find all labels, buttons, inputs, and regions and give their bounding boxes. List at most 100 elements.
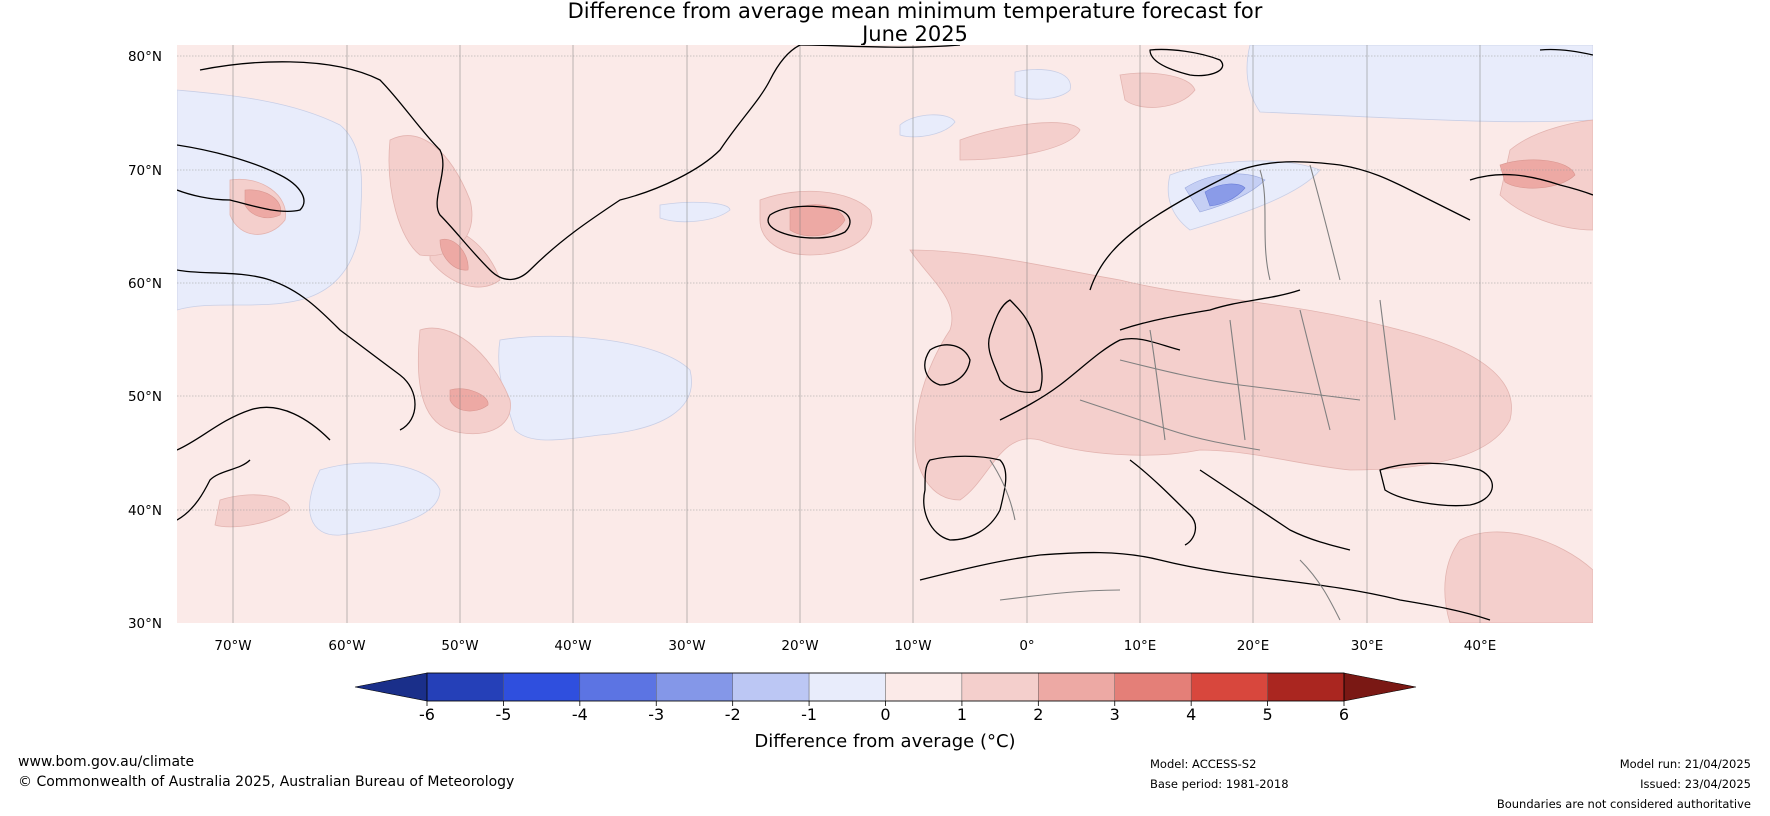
- lon-label: 0°: [1019, 638, 1034, 654]
- colorbar-segment: [503, 672, 581, 702]
- colorbar-tick-label: -1: [801, 705, 817, 724]
- warm-anomaly-region: [1444, 531, 1593, 623]
- coastlines: [177, 45, 1593, 621]
- border-line: [1309, 164, 1341, 281]
- ireland-coast: [924, 344, 971, 386]
- border-line: [989, 459, 1016, 521]
- iceland-coast: [767, 205, 851, 239]
- map-title-line1: Difference from average mean minimum tem…: [567, 0, 1263, 23]
- colorbar-tick-label: 5: [1262, 705, 1272, 724]
- border-line: [1229, 319, 1246, 441]
- russia-north-coast: [1469, 173, 1593, 196]
- colorbar-tick-label: 2: [1033, 705, 1043, 724]
- colorbar-segment: [1038, 672, 1115, 702]
- warm-anomaly-core: [789, 204, 846, 237]
- lat-label: 70°N: [128, 163, 162, 179]
- issued-info: Issued: 23/04/2025: [1640, 777, 1751, 791]
- warm-anomaly-region: [959, 122, 1081, 161]
- lat-label: 30°N: [128, 616, 162, 632]
- great-britain-coast: [988, 299, 1043, 393]
- baltic-coast: [1119, 289, 1301, 331]
- map-title-line2: June 2025: [862, 22, 968, 46]
- lon-label: 50°W: [441, 638, 478, 654]
- graticule-meridians: [232, 45, 1481, 623]
- model-run-info: Model run: 21/04/2025: [1619, 757, 1751, 771]
- colorbar-segment: [808, 672, 886, 702]
- lon-label: 60°W: [328, 638, 365, 654]
- colorbar-extend-high: [1343, 672, 1417, 702]
- labrador-coast: [177, 269, 416, 431]
- black-sea-coast: [1379, 462, 1493, 507]
- norway-coast: [1089, 161, 1471, 291]
- lon-label: 30°E: [1351, 638, 1383, 654]
- lat-label: 80°N: [128, 49, 162, 65]
- greenland-east-coast: [799, 45, 961, 48]
- colorbar-segment: [656, 672, 733, 702]
- cool-anomaly-region: [1204, 183, 1246, 207]
- north-africa-coast: [919, 551, 1491, 621]
- lon-label: 20°E: [1237, 638, 1269, 654]
- colorbar: -6 -5 -4 -3 -2 -1 0 1 2 3 4 5 6: [354, 672, 1417, 724]
- greenland-coast: [199, 45, 801, 281]
- cool-anomaly-region: [899, 114, 956, 138]
- us-northeast-coast: [177, 459, 251, 521]
- balkan-coast: [1199, 469, 1351, 551]
- colorbar-segment: [885, 672, 963, 702]
- colorbar-tick-label: 3: [1110, 705, 1120, 724]
- colorbar-tick-label: 1: [957, 705, 967, 724]
- lon-label: 10°W: [894, 638, 931, 654]
- lon-label: 30°W: [668, 638, 705, 654]
- cool-anomaly-region: [1014, 69, 1071, 100]
- lat-label: 50°N: [128, 389, 162, 405]
- colorbar-tick-label: -5: [495, 705, 511, 724]
- italy-coast: [1129, 459, 1197, 546]
- warm-anomaly-core: [244, 189, 282, 219]
- colorbar-tick-label: 4: [1186, 705, 1196, 724]
- warm-anomaly-core: [439, 238, 469, 271]
- warm-anomaly-core: [1499, 159, 1576, 189]
- model-info: Model: ACCESS-S2: [1150, 757, 1257, 771]
- lon-label: 70°W: [214, 638, 251, 654]
- base-period-info: Base period: 1981-2018: [1150, 777, 1289, 791]
- graticule: [177, 55, 1593, 511]
- border-line: [1299, 309, 1331, 431]
- lat-label: 40°N: [128, 503, 162, 519]
- colorbar-segment: [732, 672, 810, 702]
- border-line: [999, 589, 1121, 601]
- colorbar-tick-label: -3: [648, 705, 664, 724]
- warm-anomaly-region: [1119, 72, 1196, 108]
- colorbar-tick-label: -2: [725, 705, 741, 724]
- border-line: [1379, 299, 1396, 421]
- disclaimer: Boundaries are not considered authoritat…: [1496, 797, 1751, 811]
- longitude-labels: 70°W 60°W 50°W 40°W 30°W 20°W 10°W 0° 10…: [214, 638, 1496, 654]
- colorbar-title: Difference from average (°C): [754, 731, 1016, 752]
- lon-label: 20°W: [781, 638, 818, 654]
- cool-anomaly-region: [498, 335, 692, 441]
- canada-coast: [177, 144, 305, 212]
- lon-label: 10°E: [1124, 638, 1156, 654]
- warm-anomaly-core: [449, 388, 489, 412]
- border-line: [1079, 399, 1261, 451]
- colorbar-tick-label: -4: [572, 705, 588, 724]
- website-link[interactable]: www.bom.gov.au/climate: [18, 754, 195, 770]
- warm-anomaly-region: [417, 327, 511, 434]
- anomaly-contours: [177, 45, 1593, 623]
- colorbar-segment: [961, 672, 1039, 702]
- franz-josef-coast: [1539, 48, 1593, 56]
- svalbard-coast: [1149, 48, 1224, 77]
- country-borders: [989, 164, 1396, 621]
- border-line: [1259, 169, 1271, 281]
- warm-anomaly-region: [909, 249, 1512, 501]
- cool-anomaly-region: [659, 201, 731, 223]
- iberia-coast: [923, 455, 1007, 541]
- lon-label: 40°E: [1464, 638, 1496, 654]
- cool-anomaly-region: [1246, 45, 1593, 123]
- colorbar-tick-label: -6: [419, 705, 435, 724]
- colorbar-extend-low: [354, 672, 428, 702]
- warm-anomaly-region: [214, 494, 291, 528]
- nova-scotia-coast: [177, 406, 331, 451]
- colorbar-segment: [1190, 672, 1268, 702]
- latitude-labels: 80°N 70°N 60°N 50°N 40°N 30°N: [128, 49, 162, 632]
- colorbar-tick-label: 0: [880, 705, 890, 724]
